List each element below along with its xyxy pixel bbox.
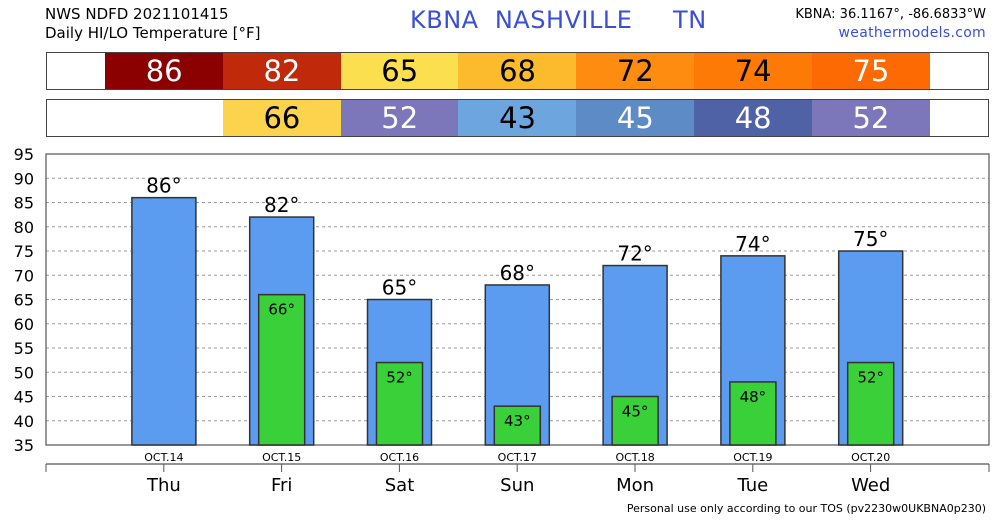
- x-date-label: OCT.20: [851, 451, 890, 464]
- x-date-label: OCT.14: [144, 451, 183, 464]
- y-tick-label: 75: [14, 242, 34, 261]
- lo-strip-cell: 52: [340, 100, 459, 136]
- x-date-label: OCT.17: [498, 451, 537, 464]
- lo-bar: [611, 395, 659, 446]
- hi-data-label: 82°: [264, 193, 299, 217]
- lo-temperature-strip: 66 52 43 45 48 52: [46, 99, 989, 137]
- hi-strip-cell: 72: [576, 53, 695, 89]
- y-tick-label: 65: [14, 291, 34, 310]
- lo-data-label: 43°: [504, 412, 531, 430]
- x-day-label: Mon: [616, 475, 654, 496]
- lo-strip-cell: 66: [222, 100, 342, 136]
- model-run-label: NWS NDFD 2021101415: [45, 5, 229, 23]
- y-tick-label: 70: [14, 266, 34, 285]
- lo-strip-cell: 43: [458, 100, 577, 136]
- y-tick-label: 55: [14, 339, 34, 358]
- lo-bar: [493, 405, 542, 446]
- y-tick-label: 45: [14, 388, 34, 407]
- hi-strip-cell: 82: [222, 53, 342, 89]
- lo-strip-cell: 45: [576, 100, 695, 136]
- hi-data-label: 72°: [617, 242, 652, 266]
- hi-strip-cell: 68: [458, 53, 577, 89]
- lo-data-label: 52°: [857, 369, 884, 387]
- lo-bar: [846, 361, 895, 446]
- lo-strip-cell: 48: [694, 100, 813, 136]
- x-day-label: Sat: [385, 475, 415, 496]
- header-info: NWS NDFD 2021101415 Daily HI/LO Temperat…: [45, 5, 261, 43]
- x-day-label: Fri: [271, 475, 292, 496]
- lo-strip-cell: 52: [811, 100, 931, 136]
- hi-bar: [131, 196, 197, 446]
- lo-data-label: 45°: [622, 403, 649, 421]
- x-day-label: Tue: [737, 475, 769, 496]
- y-tick-label: 95: [14, 145, 34, 164]
- x-day-label: Thu: [146, 475, 181, 496]
- chart-title: Daily HI/LO Temperature [°F]: [45, 24, 261, 42]
- x-date-label: OCT.15: [262, 451, 301, 464]
- hi-temperature-strip: 86 82 65 68 72 74 75: [46, 52, 989, 90]
- site-link[interactable]: weathermodels.com: [838, 25, 986, 41]
- y-tick-label: 60: [14, 315, 34, 334]
- hi-strip-cell: 74: [694, 53, 813, 89]
- x-day-label: Wed: [851, 475, 890, 496]
- y-tick-label: 90: [14, 169, 34, 188]
- x-date-label: OCT.19: [733, 451, 772, 464]
- hi-data-label: 68°: [500, 261, 535, 285]
- header-meta: KBNA: 36.1167°, -86.6833°W weathermodels…: [795, 5, 986, 43]
- footer-terms: Personal use only according to our TOS (…: [626, 502, 986, 515]
- hi-data-label: 86°: [146, 174, 181, 198]
- lo-data-label: 66°: [268, 301, 295, 319]
- lo-data-label: 48°: [740, 388, 767, 406]
- lo-bar: [375, 361, 424, 446]
- y-tick-label: 80: [14, 218, 34, 237]
- x-day-label: Sun: [500, 475, 534, 496]
- y-tick-label: 35: [14, 436, 34, 455]
- y-tick-label: 85: [14, 194, 34, 213]
- hi-strip-cell: 65: [340, 53, 459, 89]
- lo-data-label: 52°: [386, 369, 413, 387]
- x-date-label: OCT.16: [380, 451, 419, 464]
- hi-strip-cell: 75: [811, 53, 931, 89]
- lo-bar: [729, 381, 777, 446]
- hi-strip-cell: 86: [105, 53, 224, 89]
- y-tick-label: 50: [14, 363, 34, 382]
- hi-data-label: 75°: [853, 227, 888, 251]
- x-date-label: OCT.18: [615, 451, 654, 464]
- hi-data-label: 65°: [382, 276, 417, 300]
- lo-bar: [257, 293, 306, 446]
- y-tick-label: 40: [14, 412, 34, 431]
- station-coordinates: KBNA: 36.1167°, -86.6833°W: [795, 7, 986, 22]
- station-title: KBNA NASHVILLE TN: [410, 6, 707, 34]
- hi-data-label: 74°: [735, 232, 770, 256]
